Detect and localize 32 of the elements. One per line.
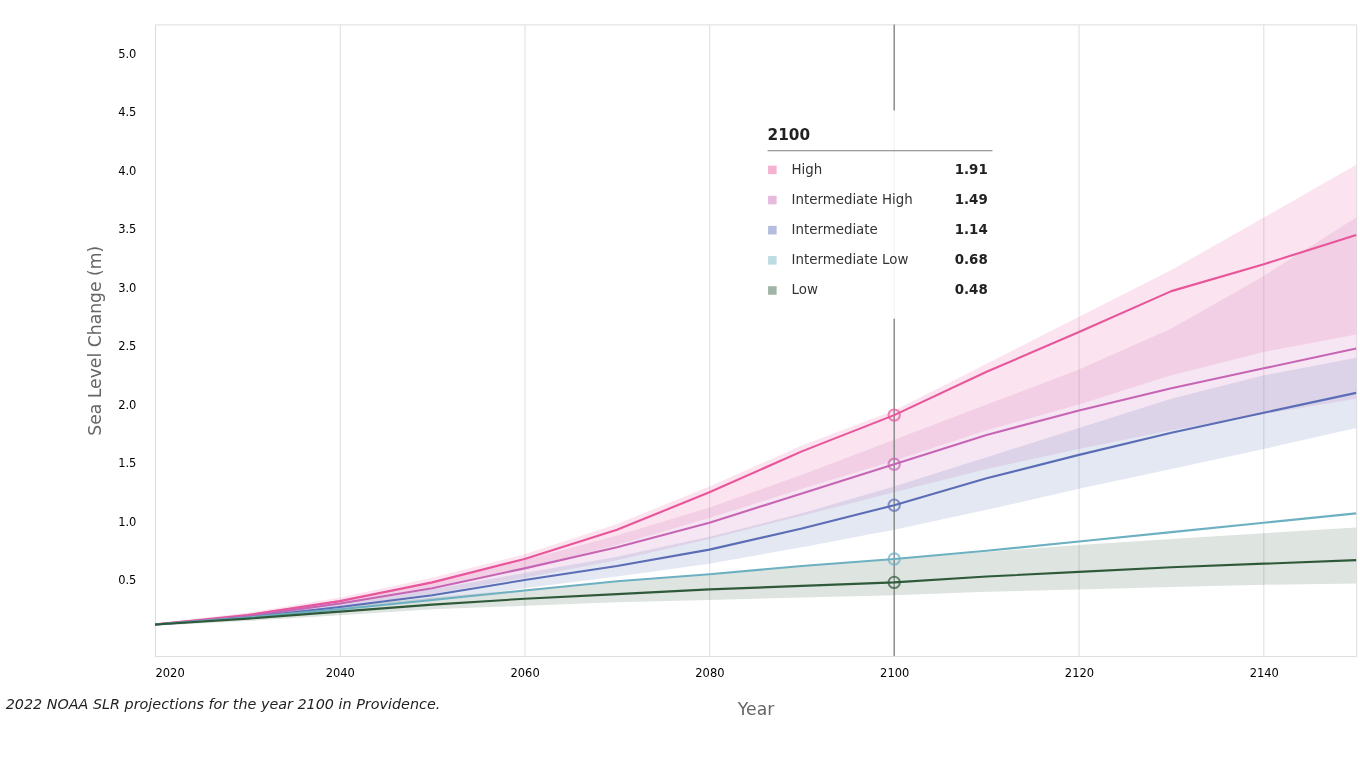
annotation: 0.68 — [954, 252, 988, 268]
y-tick-label: 3.5 — [118, 222, 137, 237]
y-tick-label: 0.5 — [118, 573, 137, 588]
y-tick-label: 4.0 — [118, 163, 137, 178]
line-series — [153, 559, 1358, 626]
y-tick-label: 4.5 — [118, 105, 137, 120]
text: 2022 NOAA SLR projections for the year 2100 in Providence. — [5, 695, 441, 712]
y-tick-label: 2.5 — [118, 339, 137, 354]
y-tick-label: 5.0 — [118, 46, 137, 61]
x-tick-label: 2080 — [695, 665, 725, 680]
y-tick-label: 3.0 — [118, 280, 137, 295]
annotation: 1.91 — [954, 161, 988, 177]
x-tick-label: 2140 — [1249, 665, 1279, 680]
x-tick-label: 2120 — [1064, 665, 1095, 680]
legend-title: 2100 — [767, 126, 811, 145]
legend-label: Intermediate Low — [791, 252, 909, 268]
y-tick-label: 1.5 — [118, 456, 137, 471]
x-tick-label: 2040 — [325, 665, 355, 680]
legend-label: Intermediate — [791, 222, 878, 238]
legend-label: Intermediate High — [791, 191, 913, 207]
x-tick-label: 2020 — [155, 665, 185, 680]
legend-label: Low — [791, 282, 818, 298]
annotation: 1.49 — [954, 191, 988, 207]
annotation: 0.48 — [954, 282, 988, 298]
legend-label: High — [791, 161, 823, 177]
annotation: 1.14 — [954, 222, 988, 238]
y-tick-label: 1.0 — [118, 514, 137, 529]
x-axis-title: Year — [736, 698, 776, 719]
x-tick-label: 2060 — [510, 665, 540, 680]
x-tick-label: 2100 — [880, 665, 910, 680]
y-tick-label: 2.0 — [118, 397, 137, 412]
y-axis-title: Sea Level Change (m) — [84, 245, 105, 436]
